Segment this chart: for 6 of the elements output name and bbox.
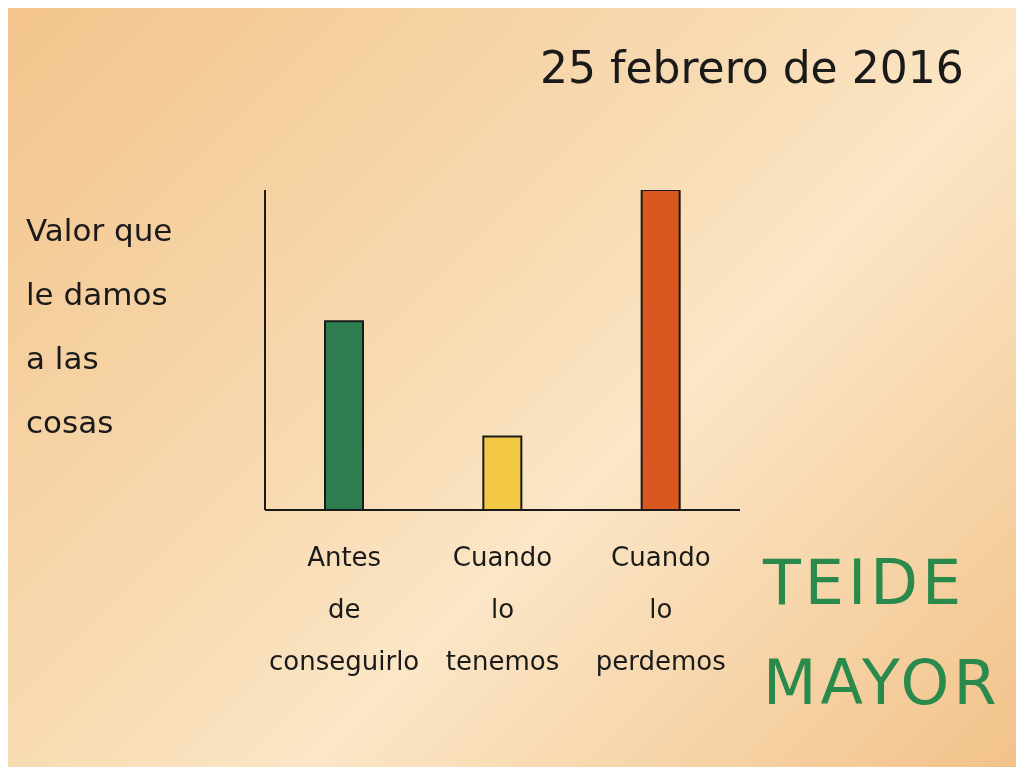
x-tick-label: Cuando lo tenemos <box>445 542 560 676</box>
text: TEIDE MAYOR <box>763 545 1002 721</box>
chart-title: 25 febrero de 2016 <box>540 42 964 93</box>
x-tick-label: Antes de conseguirlo <box>269 542 420 676</box>
x-tick-label: Cuando lo perdemos <box>595 542 726 676</box>
y-axis-title: Valor que le damos a las cosas <box>26 211 174 442</box>
